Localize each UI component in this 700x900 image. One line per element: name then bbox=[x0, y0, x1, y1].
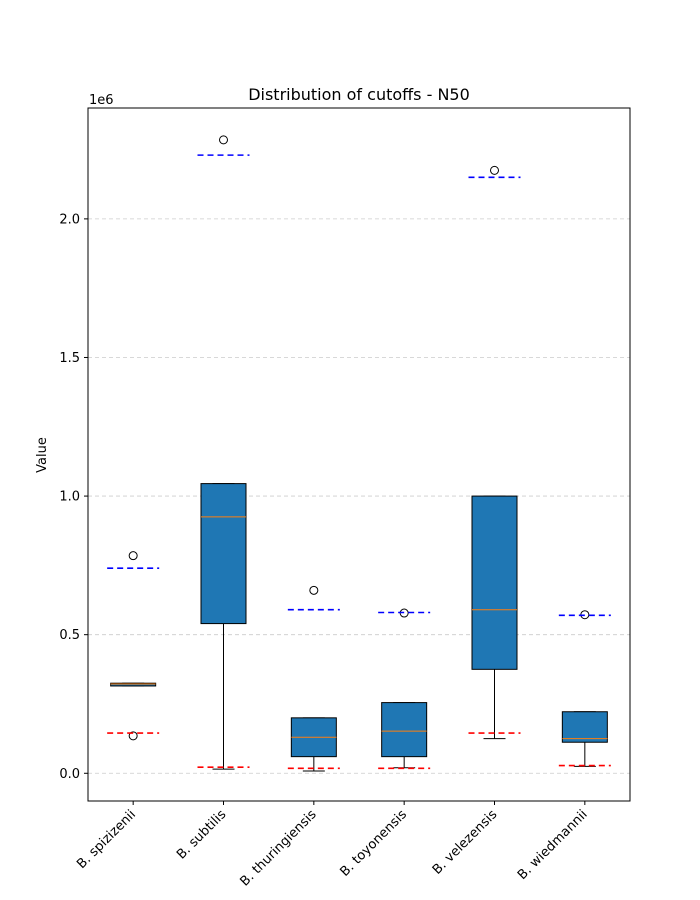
plot-frame bbox=[88, 108, 630, 801]
box bbox=[382, 703, 427, 757]
outlier-point bbox=[491, 166, 499, 174]
box-group bbox=[378, 609, 430, 768]
y-tick-label: 1.5 bbox=[59, 351, 80, 366]
box-plot-chart: Distribution of cutoffs - N50 1e6 Value … bbox=[0, 0, 700, 900]
outlier-point bbox=[220, 136, 228, 144]
y-tick-label: 1.0 bbox=[59, 490, 80, 505]
box-group bbox=[198, 136, 250, 769]
y-tick-label: 2.0 bbox=[59, 212, 80, 227]
box bbox=[562, 712, 607, 742]
y-tick-label: 0.5 bbox=[59, 628, 80, 643]
y-multiplier-label: 1e6 bbox=[89, 93, 114, 108]
x-tick-label: B. thuringiensis bbox=[237, 807, 319, 889]
grid-layer bbox=[88, 219, 630, 773]
chart-title: Distribution of cutoffs - N50 bbox=[248, 85, 470, 104]
plot-layer bbox=[107, 136, 611, 771]
box-group bbox=[288, 586, 340, 771]
x-tick-label: B. toyonensis bbox=[338, 807, 411, 880]
box-group bbox=[559, 611, 611, 767]
box-group bbox=[469, 166, 521, 738]
x-tick-label: B. spizizenii bbox=[74, 807, 139, 872]
y-tick-label: 0.0 bbox=[59, 767, 80, 782]
outlier-point bbox=[129, 552, 137, 560]
y-axis-label: Value bbox=[35, 437, 50, 473]
x-tick-label: B. subtilis bbox=[174, 807, 229, 862]
x-tick-label: B. wiedmannii bbox=[515, 807, 591, 883]
box bbox=[472, 496, 517, 669]
box-group bbox=[107, 552, 159, 740]
outlier-point bbox=[310, 586, 318, 594]
box bbox=[201, 484, 246, 624]
x-tick-label: B. velezensis bbox=[430, 807, 501, 878]
